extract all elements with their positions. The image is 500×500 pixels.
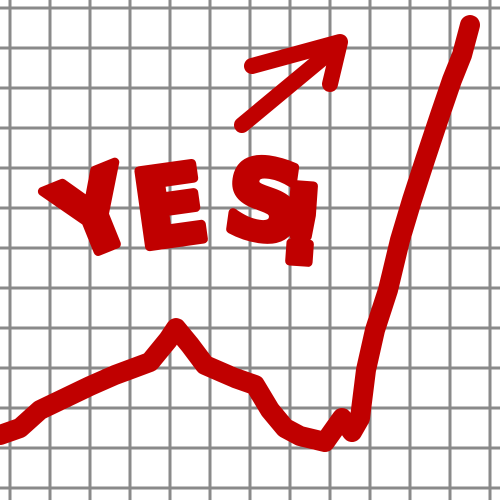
rising-line <box>0 15 480 452</box>
arrow-head <box>244 34 348 92</box>
arrow-shaft <box>234 44 338 133</box>
yes-text: YES! <box>34 136 330 288</box>
